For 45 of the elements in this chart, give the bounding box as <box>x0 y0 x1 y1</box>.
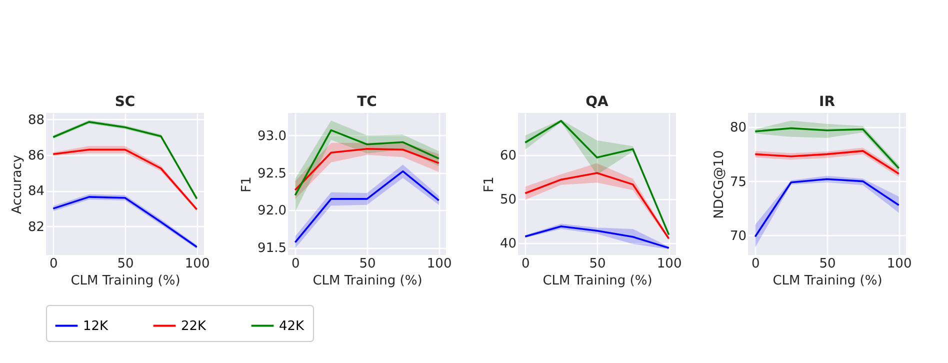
line-series <box>294 129 440 196</box>
legend-label: 12K <box>83 318 109 334</box>
line-series <box>754 178 900 238</box>
chart-title: IR <box>819 94 836 110</box>
y-axis-title: NDCG@10 <box>712 150 727 219</box>
x-axis-title: CLM Training (%) <box>312 274 422 288</box>
x-tick-label: 0 <box>292 256 300 272</box>
y-tick-label: 84 <box>28 184 44 200</box>
legend-label: 22K <box>181 318 207 334</box>
x-tick-label: 100 <box>656 256 682 272</box>
x-tick-label: 0 <box>522 256 530 272</box>
x-tick-label: 50 <box>819 256 836 272</box>
y-tick-label: 40 <box>500 236 516 252</box>
x-tick-label: 100 <box>886 256 912 272</box>
line-series <box>754 127 900 170</box>
x-tick-label: 0 <box>752 256 760 272</box>
y-tick-label: 75 <box>730 174 746 190</box>
x-tick-label: 100 <box>426 256 452 272</box>
x-tick-label: 50 <box>589 256 606 272</box>
line-series <box>294 148 440 191</box>
y-axis-title: F1 <box>482 176 497 192</box>
y-tick-label: 92.0 <box>258 204 286 219</box>
x-tick-label: 50 <box>359 256 376 272</box>
y-tick-label: 50 <box>500 192 516 208</box>
y-tick-label: 86 <box>28 148 44 164</box>
y-tick-label: 70 <box>730 228 746 244</box>
y-tick-label: 80 <box>730 120 746 136</box>
legend-label: 42K <box>279 318 305 334</box>
chart-title: TC <box>357 94 377 110</box>
x-tick-label: 50 <box>117 256 134 272</box>
y-tick-label: 92.5 <box>258 166 286 182</box>
x-axis-title: CLM Training (%) <box>70 274 180 288</box>
y-tick-label: 60 <box>500 148 516 164</box>
x-tick-label: 0 <box>50 256 58 272</box>
chart-title: QA <box>586 94 609 110</box>
y-tick-label: 93.0 <box>258 128 286 144</box>
x-tick-label: 100 <box>184 256 210 272</box>
chart-title: SC <box>114 94 136 110</box>
y-axis-title: Accuracy <box>10 154 25 214</box>
y-tick-label: 91.5 <box>258 241 286 256</box>
y-tick-label: 82 <box>28 220 44 235</box>
x-axis-title: CLM Training (%) <box>542 274 652 288</box>
x-axis-title: CLM Training (%) <box>772 274 882 288</box>
y-axis-title: F1 <box>240 176 255 192</box>
y-tick-label: 88 <box>28 112 44 128</box>
